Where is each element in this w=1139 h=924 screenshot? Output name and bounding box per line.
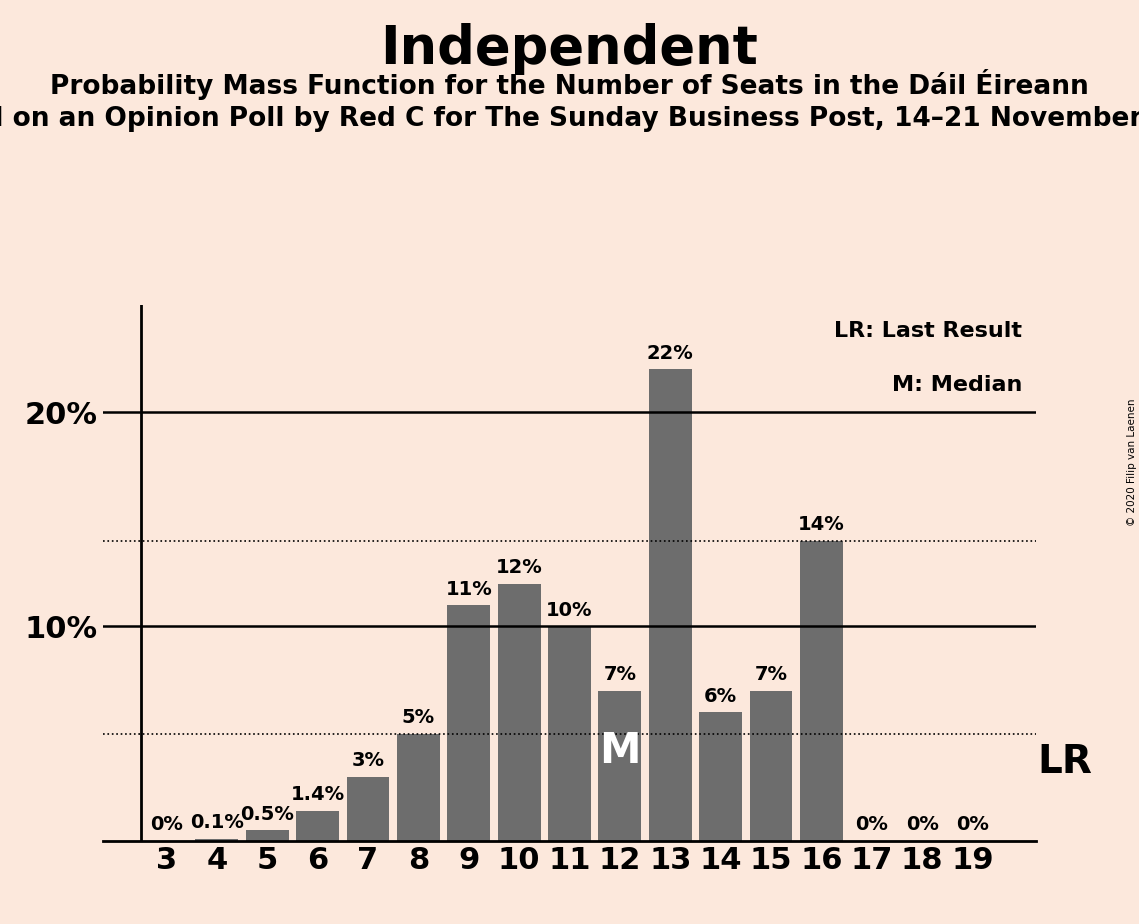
Text: 5%: 5% (402, 708, 435, 727)
Text: 1.4%: 1.4% (290, 785, 345, 805)
Bar (598, 691, 641, 841)
Bar (800, 541, 843, 841)
Text: © 2020 Filip van Laenen: © 2020 Filip van Laenen (1126, 398, 1137, 526)
Text: LR: Last Result: LR: Last Result (835, 321, 1023, 341)
Text: 12%: 12% (495, 558, 542, 578)
Bar (346, 776, 390, 841)
Bar (548, 626, 591, 841)
Bar (296, 811, 339, 841)
Text: 0%: 0% (855, 815, 888, 834)
Text: 7%: 7% (754, 665, 787, 685)
Text: 3%: 3% (352, 751, 385, 770)
Bar (699, 712, 743, 841)
Text: 22%: 22% (647, 344, 694, 363)
Bar (246, 830, 288, 841)
Bar (498, 584, 541, 841)
Bar (448, 605, 490, 841)
Text: Probability Mass Function for the Number of Seats in the Dáil Éireann: Probability Mass Function for the Number… (50, 69, 1089, 101)
Text: 7%: 7% (604, 665, 637, 685)
Text: 6%: 6% (704, 687, 737, 706)
Text: 11%: 11% (445, 579, 492, 599)
Bar (749, 691, 793, 841)
Bar (196, 839, 238, 841)
Text: M: Median: M: Median (892, 374, 1023, 395)
Text: Based on an Opinion Poll by Red C for The Sunday Business Post, 14–21 November 2: Based on an Opinion Poll by Red C for Th… (0, 106, 1139, 132)
Text: 0.1%: 0.1% (190, 813, 244, 833)
Text: M: M (599, 730, 640, 772)
Text: 10%: 10% (547, 601, 592, 620)
Text: 0%: 0% (956, 815, 989, 834)
Text: 0.5%: 0.5% (240, 805, 294, 823)
Text: Independent: Independent (380, 23, 759, 75)
Bar (396, 734, 440, 841)
Text: 14%: 14% (798, 516, 845, 534)
Text: 0%: 0% (150, 815, 183, 834)
Text: 0%: 0% (906, 815, 939, 834)
Bar (649, 370, 691, 841)
Text: LR: LR (1038, 743, 1092, 782)
